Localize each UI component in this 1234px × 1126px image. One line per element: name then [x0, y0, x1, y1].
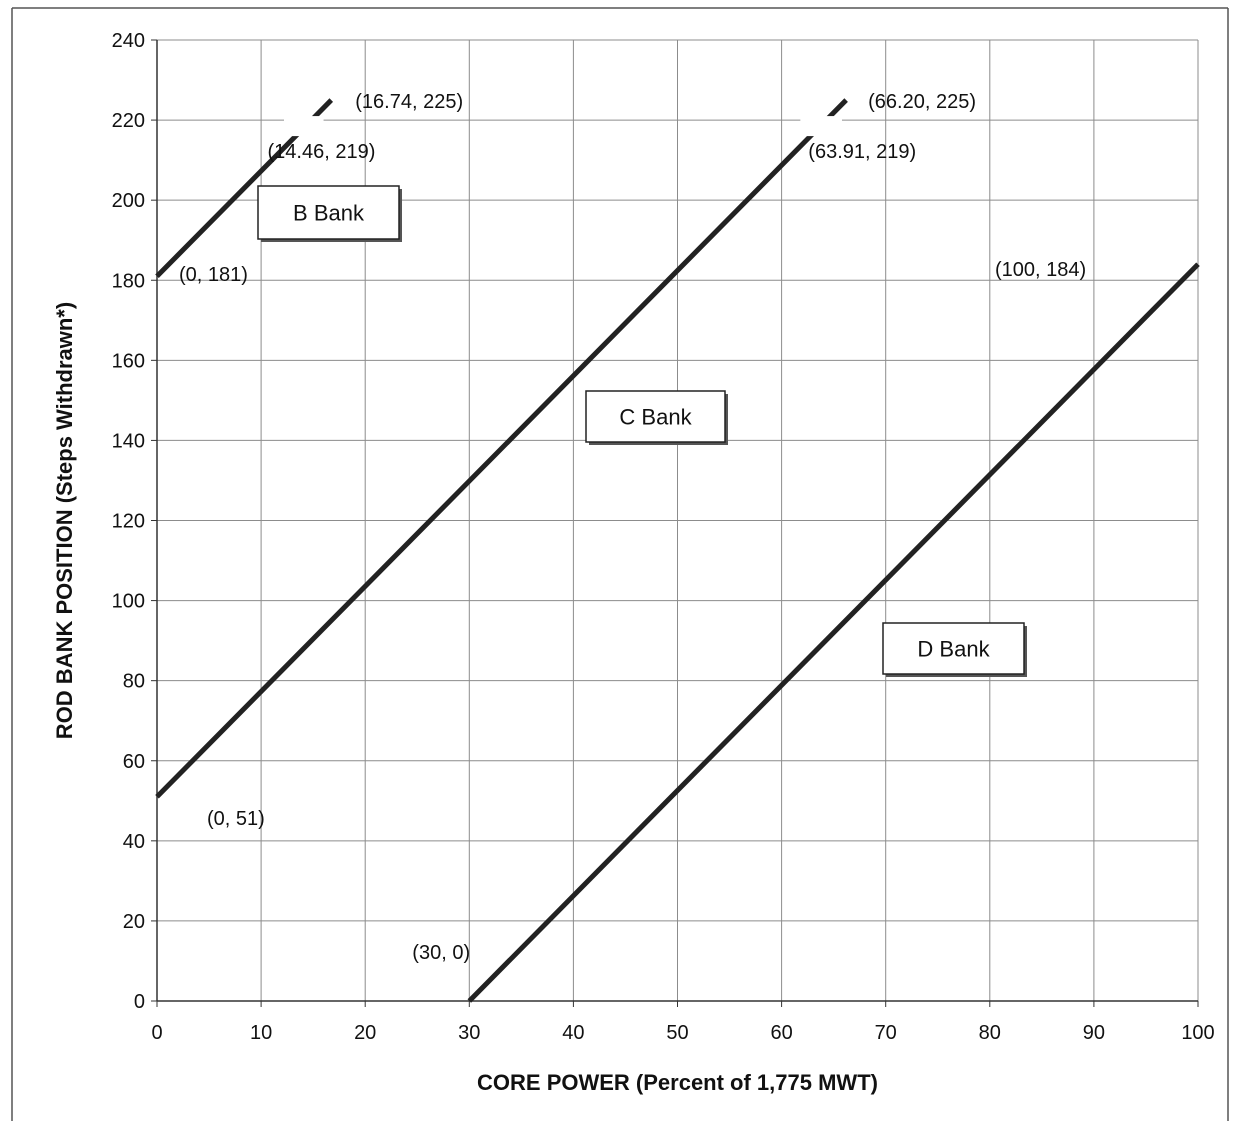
c-bank-label: C Bank	[619, 405, 692, 430]
y-tick-label: 80	[123, 671, 145, 693]
x-tick-label: 40	[562, 1022, 584, 1044]
x-tick-label: 80	[979, 1022, 1001, 1044]
y-tick-label: 20	[123, 911, 145, 933]
line-gap-mask	[284, 116, 324, 137]
x-tick-label: 50	[666, 1022, 688, 1044]
x-tick-label: 60	[770, 1022, 792, 1044]
y-tick-label: 220	[112, 110, 145, 132]
y-tick-label: 240	[112, 30, 145, 52]
d-bank-box	[882, 622, 1025, 675]
point-label: (66.20, 225)	[868, 91, 976, 113]
x-tick-label: 0	[151, 1022, 162, 1044]
y-tick-label: 0	[134, 991, 145, 1013]
y-tick-label: 120	[112, 511, 145, 533]
x-tick-label: 10	[250, 1022, 272, 1044]
b-bank-label: B Bank	[293, 201, 365, 226]
c-bank-box	[585, 390, 726, 443]
y-tick-label: 100	[112, 591, 145, 613]
point-label: (0, 181)	[179, 264, 248, 286]
point-label: (14.46, 219)	[268, 141, 376, 163]
y-axis-title: ROD BANK POSITION (Steps Withdrawn*)	[52, 302, 77, 739]
x-tick-label: 90	[1083, 1022, 1105, 1044]
point-label: (100, 184)	[995, 259, 1086, 281]
x-tick-label: 20	[354, 1022, 376, 1044]
point-label: (30, 0)	[412, 942, 470, 964]
x-tick-label: 30	[458, 1022, 480, 1044]
y-tick-label: 40	[123, 831, 145, 853]
d-bank-label: D Bank	[917, 637, 990, 662]
point-label: (63.91, 219)	[808, 141, 916, 163]
x-tick-label: 70	[875, 1022, 897, 1044]
y-tick-label: 200	[112, 190, 145, 212]
x-tick-label: 100	[1181, 1022, 1214, 1044]
d-bank-line	[467, 262, 1200, 1003]
point-label: (16.74, 225)	[355, 91, 463, 113]
b-bank-box	[257, 185, 400, 240]
point-label: (0, 51)	[207, 808, 265, 830]
x-axis-title: CORE POWER (Percent of 1,775 MWT)	[477, 1070, 878, 1095]
y-tick-label: 140	[112, 430, 145, 452]
line-gap-mask	[800, 116, 842, 137]
y-tick-label: 180	[112, 270, 145, 292]
y-tick-label: 60	[123, 751, 145, 773]
y-tick-label: 160	[112, 350, 145, 372]
